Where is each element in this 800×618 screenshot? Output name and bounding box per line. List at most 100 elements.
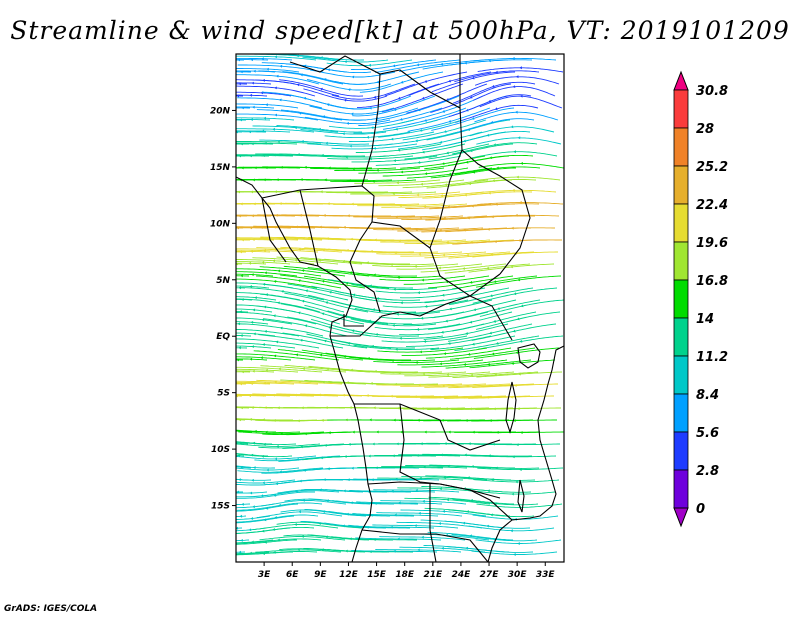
streamline-arrow: [511, 362, 514, 365]
streamline-arrow: [238, 346, 241, 350]
streamline-arrow: [415, 361, 418, 364]
streamline-arrow: [446, 373, 449, 377]
streamline-arrow: [248, 528, 252, 532]
lon-tick-label: 18E: [395, 570, 415, 580]
streamline-arrow: [251, 81, 254, 85]
streamline-arrow: [390, 137, 394, 141]
lon-tick-label: 30E: [508, 570, 528, 580]
colorbar-swatch: [673, 431, 689, 471]
streamline-arrow: [261, 318, 265, 322]
country-boundaries: [236, 54, 564, 562]
streamline-arrow: [415, 139, 418, 143]
streamline-arrow: [516, 317, 520, 321]
streamline-arrow: [440, 62, 443, 66]
streamline-arrow: [421, 278, 424, 282]
streamline-arrow: [301, 535, 304, 538]
streamline-arrow: [486, 266, 489, 270]
streamline-arrow: [515, 351, 519, 354]
colorbar-swatch: [673, 241, 689, 281]
streamline-arrow: [274, 55, 277, 59]
streamline-arrow: [376, 297, 379, 301]
streamline-arrow: [495, 70, 498, 74]
streamline-arrow: [343, 98, 347, 102]
streamline-arrow: [325, 141, 328, 145]
streamline-arrow: [251, 345, 254, 348]
streamline-arrow: [249, 93, 253, 97]
streamline-arrow: [395, 347, 398, 351]
streamline-arrow: [420, 182, 423, 186]
streamline-arrow: [441, 293, 445, 297]
streamline-arrow: [265, 368, 268, 372]
streamline-arrow: [278, 367, 281, 371]
streamline-arrow: [266, 67, 269, 71]
streamline-arrow: [415, 488, 418, 492]
streamline-arrow: [251, 273, 254, 277]
streamline-arrow: [423, 340, 427, 343]
streamline-arrow: [294, 258, 297, 262]
streamline-arrow: [273, 354, 277, 358]
streamline-arrow: [252, 505, 255, 509]
streamline-arrow: [423, 205, 426, 208]
streamline-arrow: [274, 86, 277, 90]
streamline: [236, 503, 251, 505]
streamline-arrow: [239, 514, 243, 518]
streamline-arrow: [442, 253, 445, 257]
lon-tick-label: 3E: [258, 570, 271, 580]
streamline-arrow: [274, 516, 278, 519]
colorbar-swatch: [673, 279, 689, 319]
colorbar-label: 30.8: [696, 84, 728, 99]
lon-tick-label: 24E: [452, 570, 472, 580]
streamline-arrow: [513, 150, 516, 154]
streamline-arrow: [517, 278, 520, 282]
streamline-arrow: [372, 308, 375, 312]
streamline-arrow: [373, 147, 376, 150]
streamline: [236, 155, 293, 157]
streamline-arrow: [272, 314, 276, 318]
streamline-arrow: [512, 455, 515, 459]
latitude-axis: 20N 15N 10N 5N EQ 5S 10S 15S: [210, 106, 236, 512]
colorbar-swatch: [673, 393, 689, 433]
colorbar: 30.8 28 25.2 22.4 19.6 16.8 14 11.2 8.4 5.6 2.8 0: [673, 70, 728, 528]
streamline-arrow: [422, 372, 425, 376]
streamline-arrow: [265, 103, 268, 107]
streamline-arrow: [297, 279, 301, 283]
streamline-arrow: [347, 88, 351, 92]
colorbar-swatch: [673, 317, 689, 357]
streamline-arrow: [470, 373, 473, 377]
streamline-arrow: [494, 502, 497, 506]
streamline-arrow: [519, 66, 522, 70]
streamline-arrow: [416, 328, 420, 331]
streamline-arrow: [278, 503, 282, 507]
streamline-arrow: [515, 213, 518, 217]
streamline-arrow: [393, 159, 396, 162]
streamline-arrow: [515, 75, 519, 79]
streamline-arrow: [488, 99, 492, 103]
streamline-arrow: [322, 115, 326, 119]
streamline-arrow: [488, 59, 491, 63]
streamline-arrow: [301, 299, 305, 303]
colorbar-swatch: [673, 469, 689, 509]
streamline-arrow: [448, 172, 452, 176]
streamline-arrow: [305, 289, 308, 293]
border-namibia-botswana: [429, 484, 437, 562]
streamline-arrow: [392, 192, 395, 196]
streamline-arrow: [319, 87, 323, 91]
colorbar-label: 25.2: [696, 160, 728, 175]
streamline-arrow: [517, 542, 520, 545]
streamline-arrow: [515, 480, 518, 484]
streamline-arrow: [399, 118, 403, 121]
streamline-arrow: [261, 57, 264, 61]
streamline-arrow: [414, 524, 417, 527]
streamline-arrow: [375, 333, 378, 336]
border-angola-zambia: [399, 403, 441, 485]
streamline-arrow: [264, 330, 267, 333]
streamline-arrow: [486, 524, 489, 528]
streamline-arrow: [326, 103, 330, 107]
streamline-arrow: [443, 352, 447, 355]
border-ethiopia: [461, 149, 531, 275]
colorbar-label: 5.6: [696, 426, 719, 441]
streamline-arrow: [512, 85, 516, 88]
streamline-arrow: [511, 492, 514, 496]
streamline-arrow: [513, 292, 517, 296]
